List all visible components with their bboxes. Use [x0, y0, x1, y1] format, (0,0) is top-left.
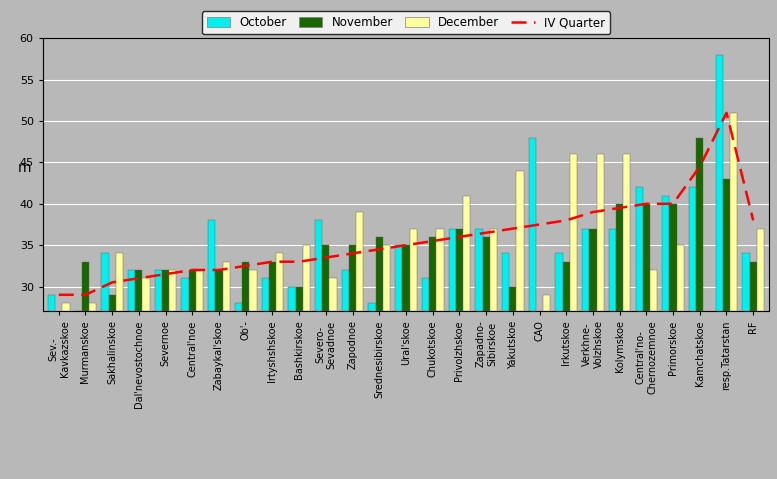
Bar [208, 220, 215, 311]
Bar [636, 187, 643, 311]
Bar [288, 286, 295, 311]
Bar [269, 262, 276, 311]
Bar [383, 245, 390, 311]
Bar [329, 278, 336, 311]
Bar [650, 270, 657, 311]
Bar [616, 204, 623, 311]
Bar [509, 286, 517, 311]
Bar [463, 195, 470, 311]
Bar [696, 137, 703, 311]
Bar [155, 270, 162, 311]
Bar [276, 253, 284, 311]
Bar [448, 228, 456, 311]
Bar [303, 245, 310, 311]
Bar [356, 212, 364, 311]
Legend: October, November, December, IV Quarter: October, November, December, IV Quarter [202, 11, 610, 34]
Bar [402, 245, 409, 311]
Bar [723, 179, 730, 311]
Bar [128, 270, 135, 311]
Bar [235, 303, 242, 311]
Bar [315, 220, 322, 311]
Bar [101, 253, 109, 311]
Bar [528, 137, 536, 311]
Bar [643, 204, 650, 311]
Bar [429, 237, 437, 311]
Bar [135, 270, 142, 311]
Bar [162, 270, 169, 311]
Bar [662, 195, 670, 311]
Bar [483, 237, 490, 311]
Bar [142, 278, 150, 311]
Bar [182, 278, 189, 311]
Bar [556, 253, 563, 311]
Bar [109, 295, 116, 311]
Bar [609, 228, 616, 311]
Bar [169, 270, 176, 311]
Bar [116, 253, 123, 311]
Bar [395, 245, 402, 311]
Bar [196, 270, 203, 311]
Bar [582, 228, 589, 311]
Y-axis label: m: m [18, 161, 31, 175]
Bar [82, 262, 89, 311]
Bar [750, 262, 757, 311]
Bar [342, 270, 349, 311]
Bar [89, 303, 96, 311]
Bar [490, 228, 497, 311]
Bar [476, 228, 483, 311]
Bar [422, 278, 429, 311]
Bar [589, 228, 597, 311]
Bar [730, 113, 737, 311]
Bar [716, 55, 723, 311]
Bar [502, 253, 509, 311]
Bar [349, 245, 356, 311]
Bar [242, 262, 249, 311]
Bar [563, 262, 570, 311]
Bar [670, 204, 677, 311]
Bar [249, 270, 256, 311]
Bar [689, 187, 696, 311]
Bar [322, 245, 329, 311]
Bar [517, 171, 524, 311]
Bar [295, 286, 303, 311]
Bar [189, 270, 196, 311]
Bar [409, 228, 416, 311]
Bar [456, 228, 463, 311]
Bar [742, 253, 750, 311]
Bar [215, 270, 223, 311]
Bar [543, 295, 550, 311]
Bar [368, 303, 375, 311]
Bar [570, 154, 577, 311]
Bar [597, 154, 604, 311]
Bar [262, 278, 269, 311]
Bar [48, 295, 55, 311]
Bar [623, 154, 630, 311]
Bar [62, 303, 70, 311]
Bar [757, 228, 764, 311]
Bar [223, 262, 230, 311]
Bar [677, 245, 684, 311]
Bar [375, 237, 383, 311]
Bar [437, 228, 444, 311]
